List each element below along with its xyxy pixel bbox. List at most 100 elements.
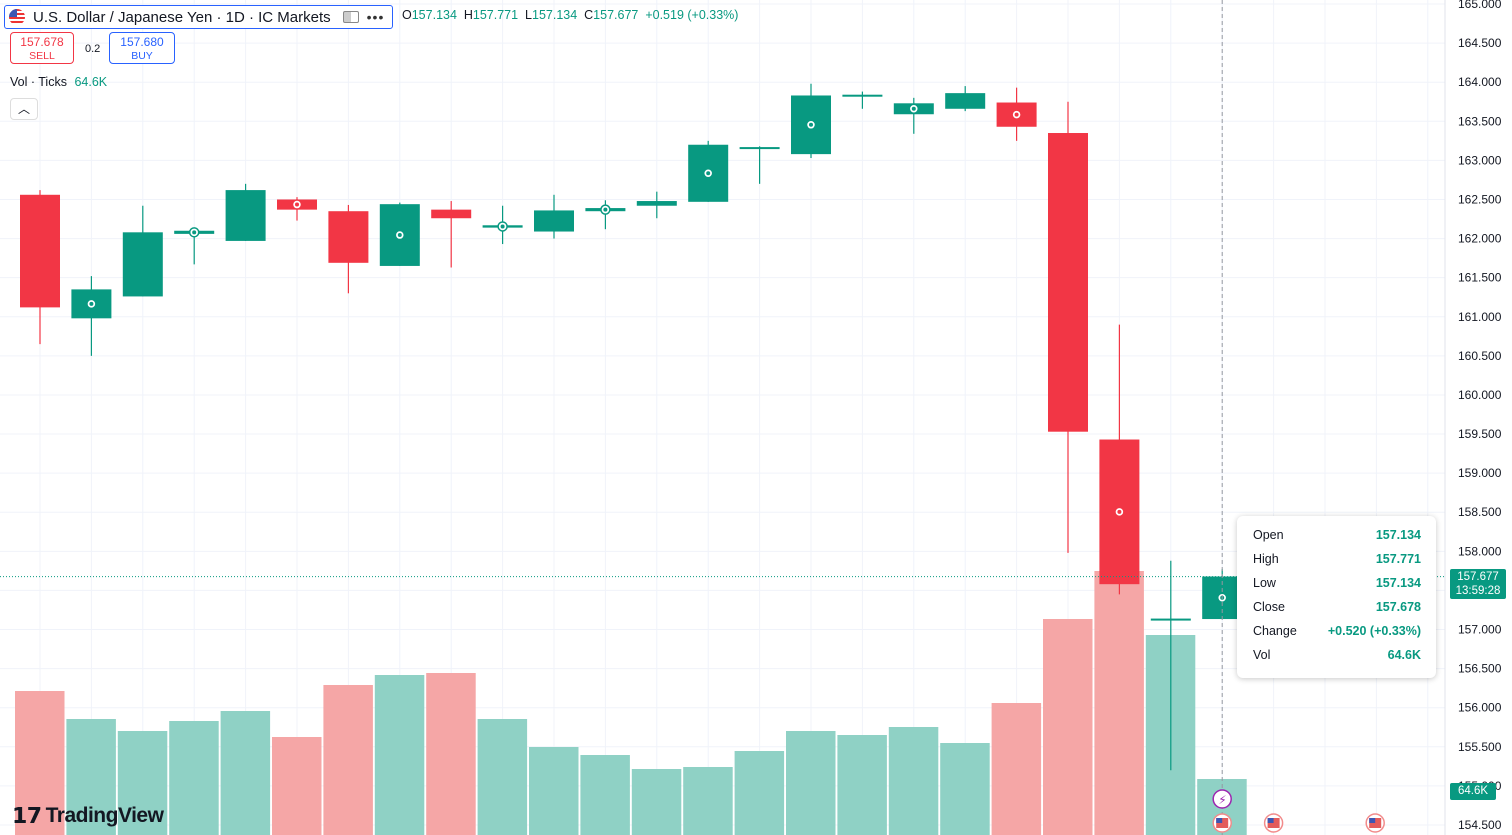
y-tick-label: 164.000 xyxy=(1458,75,1502,89)
volume-label: Vol · Ticks xyxy=(10,75,67,89)
candle-body xyxy=(945,93,986,109)
low-value: 157.134 xyxy=(532,8,578,22)
buy-label: BUY xyxy=(131,50,153,62)
volume-bar xyxy=(66,719,116,835)
ohlc-tooltip: Open 157.134 High 157.771 Low 157.134 Close… xyxy=(1237,516,1436,678)
chevron-up-icon[interactable]: ︿ xyxy=(10,98,38,120)
volume-bar xyxy=(374,675,425,835)
tradingview-logo-icon: 𝟭𝟳 xyxy=(12,803,42,828)
y-tick-label: 155.500 xyxy=(1458,740,1502,754)
tooltip-row: Open 157.134 xyxy=(1253,528,1421,542)
candle-body xyxy=(534,210,574,232)
volume-bar xyxy=(272,737,322,835)
event-marker-dot xyxy=(603,207,608,212)
candle-body xyxy=(1048,133,1088,432)
event-marker-dot xyxy=(1014,112,1019,117)
volume-bar xyxy=(837,735,887,835)
y-tick-label: 156.500 xyxy=(1458,662,1502,676)
volume-bar xyxy=(117,731,168,835)
volume-bar xyxy=(683,767,733,835)
volume-bar xyxy=(580,755,630,835)
candle-body xyxy=(1150,618,1191,621)
event-marker-dot xyxy=(500,224,505,229)
candle-body xyxy=(431,209,472,219)
sell-label: SELL xyxy=(29,50,55,62)
tooltip-row: Low 157.134 xyxy=(1253,576,1421,590)
event-marker-dot xyxy=(89,301,94,306)
candle-body xyxy=(225,190,266,241)
sell-price: 157.678 xyxy=(20,35,64,49)
open-value: 157.134 xyxy=(411,8,457,22)
countdown: 13:59:28 xyxy=(1455,585,1501,597)
y-tick-label: 159.500 xyxy=(1458,427,1502,441)
us-flag-canton xyxy=(1369,818,1376,823)
volume-bar xyxy=(991,703,1042,835)
close-value: 157.677 xyxy=(593,8,639,22)
us-flag-canton xyxy=(1267,818,1274,823)
tradingview-logo[interactable]: 𝟭𝟳 TradingView xyxy=(12,803,164,829)
event-marker-dot xyxy=(706,171,711,176)
volume-bar xyxy=(1094,571,1144,835)
y-tick-label: 158.000 xyxy=(1458,544,1502,558)
lightning-icon xyxy=(1212,789,1232,809)
symbol-title-box[interactable]: U.S. Dollar / Japanese Yen · 1D · IC Mar… xyxy=(4,5,394,29)
tooltip-row: Vol 64.6K xyxy=(1253,648,1421,662)
volume-bar xyxy=(529,747,579,835)
volume-bar xyxy=(940,743,990,835)
candle-body xyxy=(739,147,780,150)
volume-bar xyxy=(631,769,682,835)
more-dots-icon[interactable]: ••• xyxy=(366,9,385,25)
event-marker-dot xyxy=(397,233,402,238)
y-tick-label: 161.000 xyxy=(1458,310,1502,324)
volume-bar xyxy=(786,731,836,835)
volume-bar xyxy=(15,691,65,835)
event-marker-dot xyxy=(911,106,916,111)
ohlc-legend: O157.134 H157.771 L157.134 C157.677 +0.5… xyxy=(402,8,739,22)
y-tick-label: 160.500 xyxy=(1458,349,1502,363)
volume-bar xyxy=(169,721,219,835)
volume-bar xyxy=(1043,619,1093,835)
sell-button[interactable]: 157.678 SELL xyxy=(10,32,74,64)
y-tick-label: 162.500 xyxy=(1458,192,1502,206)
y-tick-label: 160.000 xyxy=(1458,388,1502,402)
symbol-title: U.S. Dollar / Japanese Yen · 1D · IC Mar… xyxy=(33,8,331,26)
volume-bar xyxy=(323,685,373,835)
compare-icon[interactable] xyxy=(342,11,359,23)
y-tick-label: 158.500 xyxy=(1458,505,1502,519)
volume-bar xyxy=(426,673,476,835)
y-tick-label: 163.000 xyxy=(1458,153,1502,167)
volume-legend[interactable]: Vol · Ticks 64.6K xyxy=(10,75,107,89)
lightning-glyph: ⚡ xyxy=(1218,793,1226,807)
event-marker-dot xyxy=(1117,509,1122,514)
volume-value: 64.6K xyxy=(74,75,108,89)
buy-button[interactable]: 157.680 BUY xyxy=(109,32,175,64)
y-tick-label: 162.000 xyxy=(1458,232,1502,246)
y-tick-label: 154.500 xyxy=(1458,818,1502,832)
tooltip-row: High 157.771 xyxy=(1253,552,1421,566)
event-marker-dot xyxy=(192,230,197,235)
event-marker-dot xyxy=(809,122,813,127)
candle-body xyxy=(20,194,60,308)
last-price: 157.677 xyxy=(1457,571,1499,583)
candle-body xyxy=(636,201,677,206)
volume-bar xyxy=(734,751,785,835)
volume-bar xyxy=(220,711,271,835)
us-flag-canton xyxy=(1216,818,1223,823)
y-tick-label: 156.000 xyxy=(1458,701,1502,715)
last-volume-tag: 64.6K xyxy=(1450,783,1496,800)
change-value: +0.519 (+0.33%) xyxy=(645,8,739,22)
tooltip-row: Change +0.520 (+0.33%) xyxy=(1253,624,1421,638)
candle-body xyxy=(842,94,883,97)
volume-bar xyxy=(477,719,528,835)
logo-text: TradingView xyxy=(45,804,164,827)
y-tick-label: 161.500 xyxy=(1458,271,1502,285)
y-tick-label: 164.500 xyxy=(1458,36,1502,50)
y-tick-label: 165.000 xyxy=(1458,0,1502,11)
candle-body xyxy=(328,211,369,263)
spread-value: 0.2 xyxy=(85,43,101,55)
tooltip-row: Close 157.678 xyxy=(1253,600,1421,614)
last-price-tag: 157.677 13:59:28 xyxy=(1450,569,1506,599)
candle-body xyxy=(122,232,163,297)
us-flag-icon xyxy=(9,9,25,25)
